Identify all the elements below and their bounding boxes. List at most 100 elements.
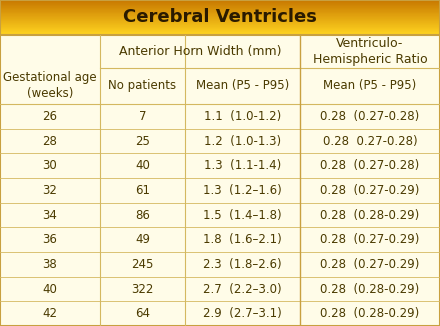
Text: 0.28  (0.28-0.29): 0.28 (0.28-0.29): [320, 307, 420, 320]
Text: 32: 32: [43, 184, 58, 197]
Bar: [0, 17, 440, 19]
Bar: [0, 15, 440, 16]
Text: 36: 36: [43, 233, 58, 246]
Bar: [0, 4, 440, 5]
Bar: [0, 16, 440, 17]
Text: Ventriculo-
Hemispheric Ratio: Ventriculo- Hemispheric Ratio: [313, 37, 427, 66]
Text: Anterior Horn Width (mm): Anterior Horn Width (mm): [119, 45, 281, 58]
Bar: [0, 5, 440, 7]
Text: 0.28  0.27-0.28): 0.28 0.27-0.28): [323, 135, 417, 148]
Bar: [0, 1, 440, 2]
Text: 64: 64: [135, 307, 150, 320]
Text: 0.28  (0.27-0.28): 0.28 (0.27-0.28): [320, 159, 420, 172]
Text: 0.28  (0.27-0.28): 0.28 (0.27-0.28): [320, 110, 420, 123]
Text: 0.28  (0.28-0.29): 0.28 (0.28-0.29): [320, 209, 420, 222]
Text: 86: 86: [135, 209, 150, 222]
Bar: [0, 19, 440, 20]
Text: 40: 40: [135, 159, 150, 172]
Bar: [0, 12, 440, 13]
Bar: [0, 1, 440, 2]
Bar: [0, 21, 440, 22]
Text: 28: 28: [43, 135, 58, 148]
Bar: [0, 24, 440, 25]
Text: 42: 42: [43, 307, 58, 320]
Text: 0.28  (0.28-0.29): 0.28 (0.28-0.29): [320, 283, 420, 295]
Bar: [0, 2, 440, 4]
Bar: [0, 13, 440, 14]
Text: 40: 40: [43, 283, 58, 295]
Bar: [0, 7, 440, 9]
Bar: [0, 9, 440, 10]
Text: 0.28  (0.27-0.29): 0.28 (0.27-0.29): [320, 184, 420, 197]
Bar: [0, 23, 440, 24]
Bar: [0, 15, 440, 16]
Bar: [0, 33, 440, 34]
Bar: [0, 0, 440, 1]
Bar: [0, 24, 440, 25]
Text: 61: 61: [135, 184, 150, 197]
Bar: [0, 26, 440, 27]
Bar: [0, 14, 440, 15]
Text: 30: 30: [43, 159, 57, 172]
Text: 1.8  (1.6–2.1): 1.8 (1.6–2.1): [203, 233, 282, 246]
Bar: [0, 7, 440, 8]
Bar: [0, 31, 440, 32]
Bar: [0, 12, 440, 13]
Bar: [0, 13, 440, 14]
Text: 49: 49: [135, 233, 150, 246]
Bar: [0, 19, 440, 20]
Bar: [0, 10, 440, 11]
Text: 25: 25: [135, 135, 150, 148]
Text: 34: 34: [43, 209, 58, 222]
Text: 1.3  (1.1-1.4): 1.3 (1.1-1.4): [204, 159, 281, 172]
Bar: [0, 34, 440, 35]
Text: 1.2  (1.0-1.3): 1.2 (1.0-1.3): [204, 135, 281, 148]
Text: Gestational age
(weeks): Gestational age (weeks): [3, 71, 97, 100]
Bar: [0, 16, 440, 17]
Bar: [0, 22, 440, 24]
Text: 26: 26: [43, 110, 58, 123]
Bar: [0, 2, 440, 3]
Bar: [0, 5, 440, 6]
Bar: [0, 32, 440, 33]
Bar: [0, 20, 440, 22]
Bar: [0, 30, 440, 31]
Text: 2.7  (2.2–3.0): 2.7 (2.2–3.0): [203, 283, 282, 295]
Text: 245: 245: [131, 258, 154, 271]
Bar: [0, 20, 440, 21]
Bar: [0, 28, 440, 29]
Text: Cerebral Ventricles: Cerebral Ventricles: [123, 8, 317, 26]
Text: Mean (P5 - P95): Mean (P5 - P95): [196, 79, 289, 92]
Bar: [0, 0, 440, 1]
Bar: [0, 29, 440, 30]
Bar: [0, 33, 440, 34]
Text: 1.1  (1.0-1.2): 1.1 (1.0-1.2): [204, 110, 281, 123]
Bar: [0, 11, 440, 12]
Bar: [0, 8, 440, 9]
Text: No patients: No patients: [108, 79, 176, 92]
Bar: [0, 30, 440, 31]
Bar: [0, 27, 440, 28]
Bar: [0, 6, 440, 7]
Bar: [0, 35, 440, 326]
Bar: [0, 4, 440, 5]
Bar: [0, 22, 440, 23]
Text: 0.28  (0.27-0.29): 0.28 (0.27-0.29): [320, 233, 420, 246]
Bar: [0, 28, 440, 29]
Bar: [0, 9, 440, 10]
Bar: [0, 3, 440, 4]
Text: 2.3  (1.8–2.6): 2.3 (1.8–2.6): [203, 258, 282, 271]
Text: Mean (P5 - P95): Mean (P5 - P95): [323, 79, 417, 92]
Bar: [0, 18, 440, 19]
Bar: [0, 27, 440, 28]
Bar: [0, 17, 440, 18]
Text: 1.3  (1.2–1.6): 1.3 (1.2–1.6): [203, 184, 282, 197]
Bar: [0, 10, 440, 11]
Bar: [0, 31, 440, 32]
Text: 0.28  (0.27-0.29): 0.28 (0.27-0.29): [320, 258, 420, 271]
Text: 7: 7: [139, 110, 146, 123]
Text: 38: 38: [43, 258, 57, 271]
Text: 2.9  (2.7–3.1): 2.9 (2.7–3.1): [203, 307, 282, 320]
Text: 1.5  (1.4–1.8): 1.5 (1.4–1.8): [203, 209, 282, 222]
Text: 322: 322: [131, 283, 154, 295]
